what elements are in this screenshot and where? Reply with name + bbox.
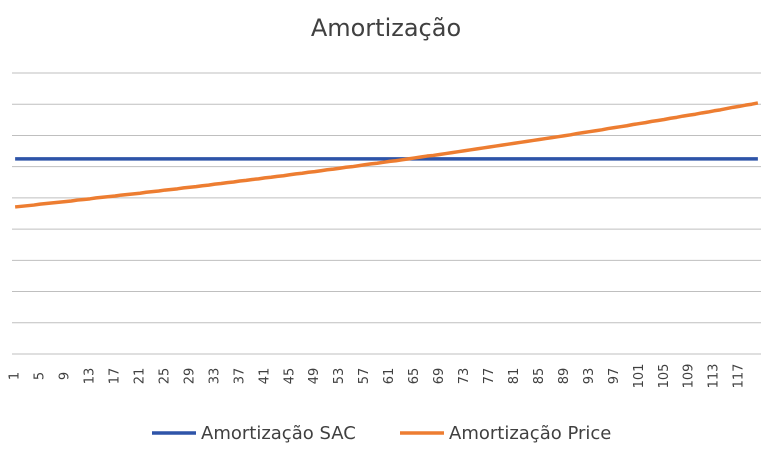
x-tick-label: 33 — [207, 368, 222, 385]
x-tick-label: 29 — [182, 368, 197, 385]
x-tick-label: 45 — [282, 368, 297, 385]
x-tick-label: 57 — [357, 368, 372, 385]
x-tick-label: 49 — [307, 368, 322, 385]
series-line — [14, 101, 759, 209]
x-tick-label: 5 — [33, 372, 48, 380]
x-tick-label: 69 — [432, 368, 447, 385]
x-tick-label: 17 — [107, 368, 122, 385]
x-tick-label: 21 — [132, 368, 147, 385]
x-tick-label: 85 — [532, 368, 547, 385]
chart-title: Amortização — [311, 14, 461, 42]
x-tick-label: 101 — [632, 364, 647, 389]
x-tick-label: 53 — [332, 368, 347, 385]
x-tick-label: 9 — [58, 372, 73, 380]
legend-label: Amortização SAC — [201, 423, 356, 444]
x-tick-label: 25 — [157, 368, 172, 385]
x-tick-label: 37 — [232, 368, 247, 385]
x-tick-label: 13 — [83, 368, 98, 385]
x-tick-label: 97 — [607, 368, 622, 385]
x-tick-label: 89 — [557, 368, 572, 385]
x-tick-label: 61 — [382, 368, 397, 385]
x-tick-label: 117 — [732, 364, 747, 389]
x-tick-label: 1 — [8, 372, 23, 380]
x-tick-label: 105 — [657, 364, 672, 389]
x-tick-label: 93 — [582, 368, 597, 385]
x-tick-label: 113 — [707, 364, 722, 389]
x-tick-label: 41 — [257, 368, 272, 385]
x-tick-label: 73 — [457, 368, 472, 385]
x-tick-label: 77 — [482, 368, 497, 385]
legend-label: Amortização Price — [449, 423, 611, 444]
x-tick-label: 65 — [407, 368, 422, 385]
x-tick-label: 81 — [507, 368, 522, 385]
x-tick-label: 109 — [682, 364, 697, 389]
